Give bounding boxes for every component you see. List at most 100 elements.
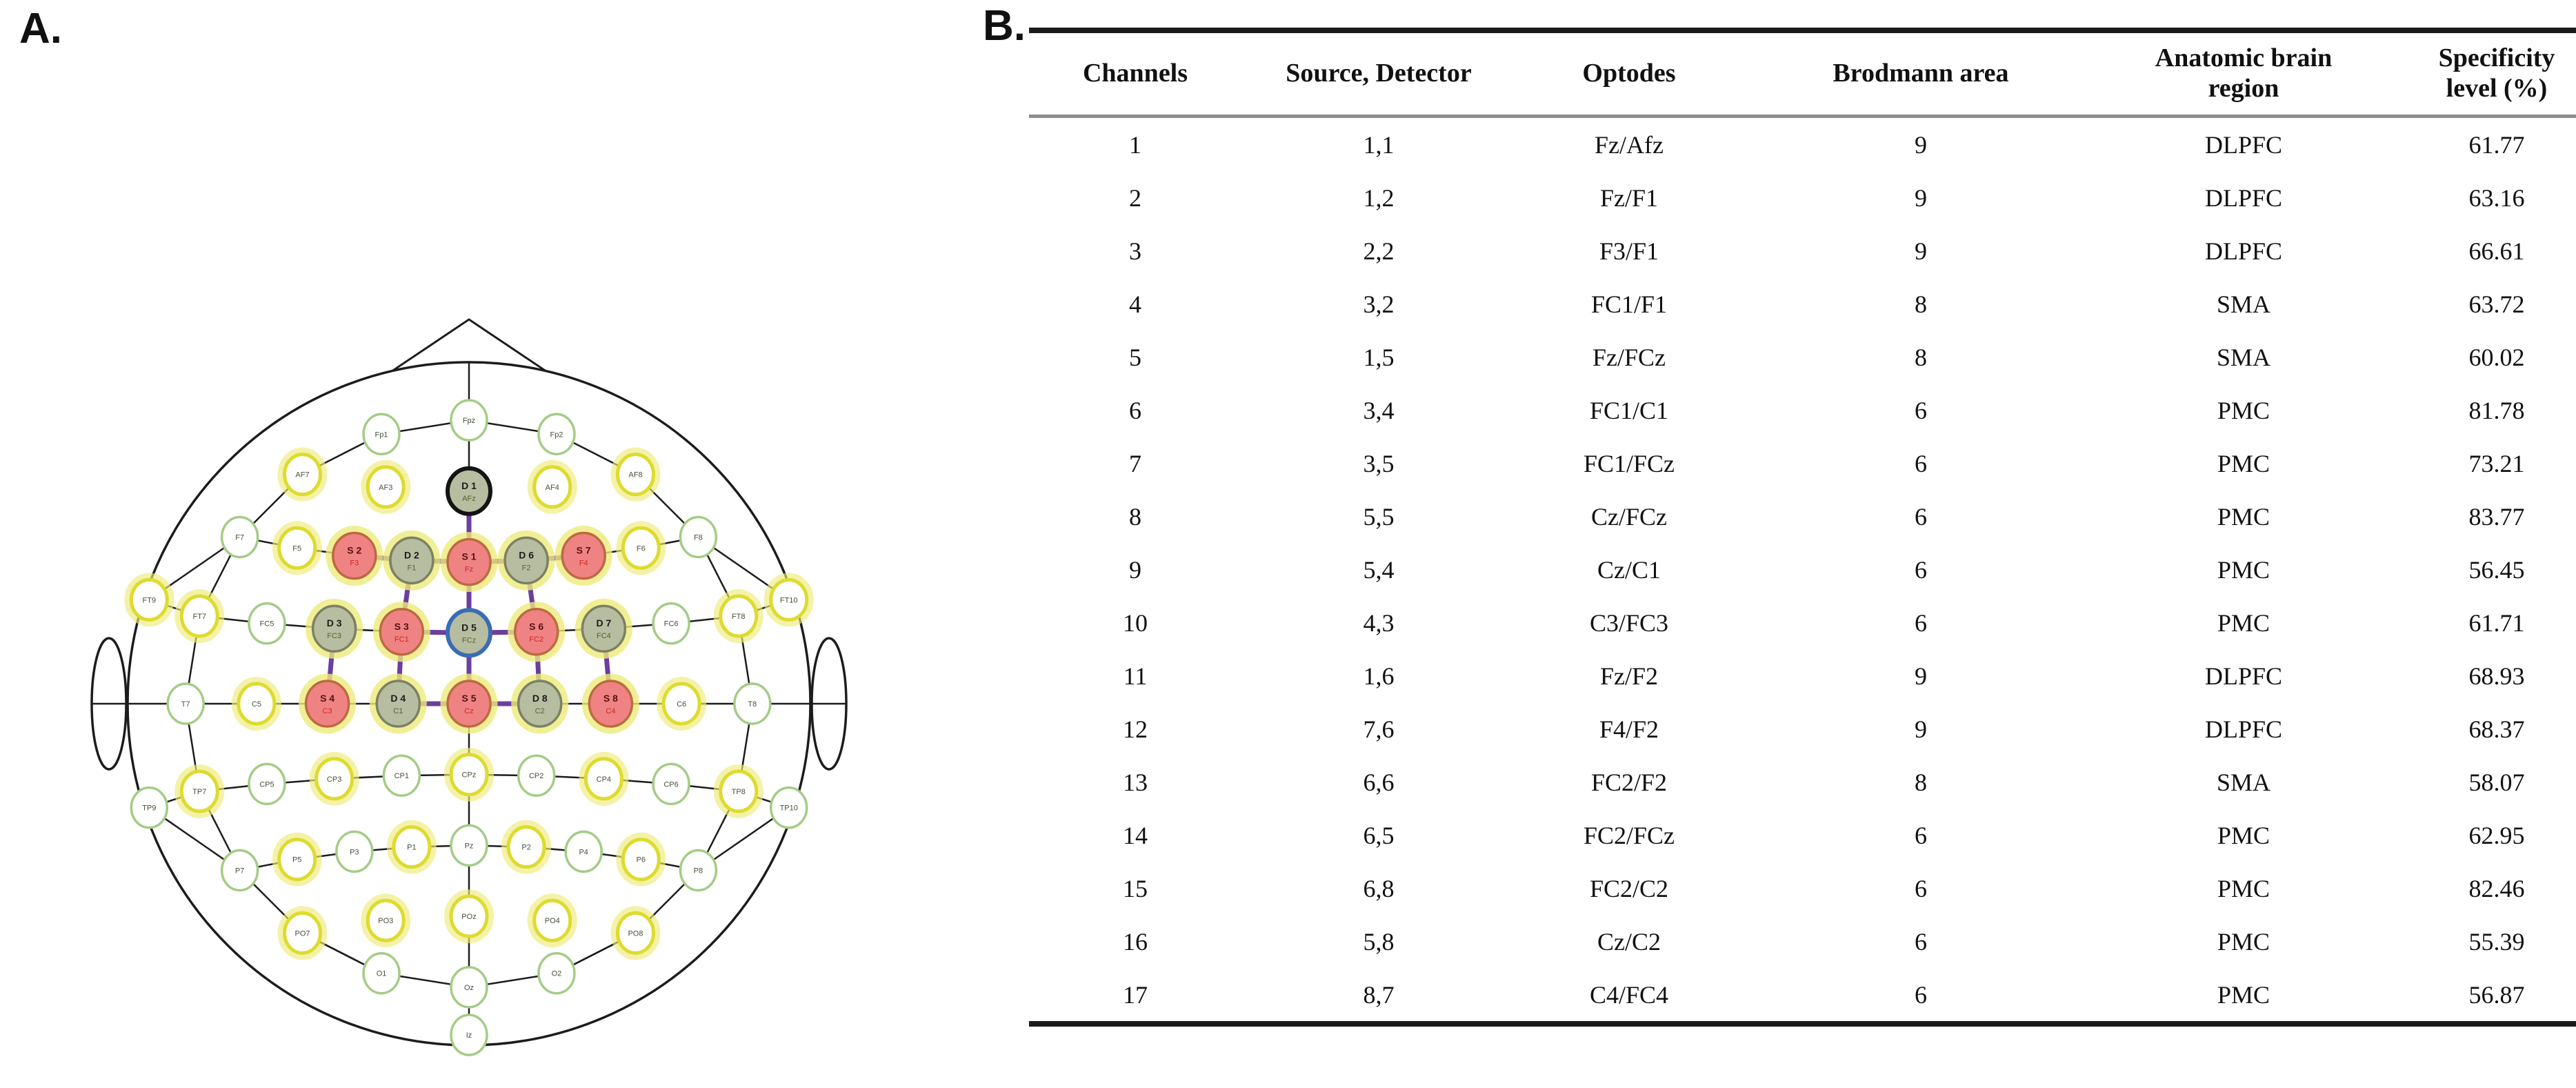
electrode-CP2 bbox=[517, 754, 556, 797]
cell-r1-c2: Fz/Afz bbox=[1595, 130, 1664, 159]
cell-r14-c1: 6,5 bbox=[1363, 821, 1395, 849]
cell-r6-c0: 6 bbox=[1129, 396, 1141, 424]
electrode-POz bbox=[449, 894, 489, 938]
optode-id-label-S4: S 4 bbox=[320, 693, 335, 704]
electrode-label-C5: C5 bbox=[252, 700, 261, 709]
cell-r17-c0: 17 bbox=[1029, 968, 1241, 1025]
cell-r7-c5: 73.21 bbox=[2468, 449, 2525, 477]
optode-glow bbox=[383, 530, 441, 591]
channel-table-container: Channels Source, Detector Optodes Brodmann … bbox=[1029, 28, 2576, 1027]
optode-electrode-label-F3: F3 bbox=[350, 560, 359, 568]
electrode-TP9 bbox=[130, 786, 169, 829]
optode-id-label-S2: S 2 bbox=[347, 545, 361, 556]
electrode-glow bbox=[657, 677, 707, 731]
optode-electrode-label-F1: F1 bbox=[407, 564, 416, 572]
electrode-O2 bbox=[537, 951, 576, 995]
electrode-glow bbox=[610, 447, 661, 502]
cell-r16-c1: 5,8 bbox=[1363, 927, 1395, 956]
electrode-label-P2: P2 bbox=[521, 844, 530, 852]
cell-r1-c3: 9 bbox=[1915, 130, 1927, 159]
cell-r7-c0: 7 bbox=[1129, 449, 1141, 477]
electrode-glow bbox=[174, 764, 225, 818]
electrode-label-Pz: Pz bbox=[465, 842, 474, 850]
cell-r3-c0: 3 bbox=[1129, 237, 1141, 265]
optode-electrode-label-FC1: FC1 bbox=[395, 635, 409, 644]
cell-r2-c1: 1,2 bbox=[1363, 184, 1395, 212]
cell-r10-c4: PMC bbox=[2217, 609, 2270, 637]
electrode-label-P7: P7 bbox=[235, 867, 244, 875]
electrode-label-FT7: FT7 bbox=[192, 613, 206, 621]
table-row: 2 1,2 Fz/F1 9 DLPFC 63.16 bbox=[1029, 171, 2576, 224]
cell-r16-c4: PMC bbox=[2217, 927, 2270, 956]
cell-r3-c1: 2,2 bbox=[1363, 237, 1395, 265]
optode-S1-Fz bbox=[446, 537, 492, 586]
optode-electrode-label-F4: F4 bbox=[579, 560, 588, 568]
electrode-TP7 bbox=[179, 769, 219, 813]
electrode-F8 bbox=[679, 515, 718, 559]
optode-S7-F4 bbox=[561, 531, 606, 580]
electrode-FT7 bbox=[179, 594, 219, 638]
optode-electrode-label-FC3: FC3 bbox=[327, 632, 341, 640]
cell-r4-c0: 4 bbox=[1129, 290, 1141, 318]
cell-r7-c3: 6 bbox=[1915, 449, 1927, 477]
electrode-glow bbox=[386, 820, 437, 874]
electrode-glow bbox=[763, 573, 814, 627]
table-head: Channels Source, Detector Optodes Brodmann … bbox=[1029, 30, 2576, 118]
cell-r10-c0: 10 bbox=[1123, 609, 1148, 637]
electrode-glow bbox=[616, 832, 666, 887]
cell-r1-c4: DLPFC bbox=[2204, 130, 2283, 159]
electrode-C5 bbox=[237, 682, 277, 726]
cell-r12-c3: 9 bbox=[1915, 715, 1927, 743]
cell-r11-c1: 1,6 bbox=[1363, 662, 1395, 690]
electrode-P4 bbox=[564, 830, 603, 873]
optode-electrode-label-C4: C4 bbox=[606, 707, 615, 715]
electrode-label-FT8: FT8 bbox=[732, 613, 746, 621]
optode-glow bbox=[555, 526, 612, 586]
cell-r17-c3: 6 bbox=[1742, 968, 2099, 1025]
table-row: 6 3,4 FC1/C1 6 PMC 81.78 bbox=[1029, 384, 2576, 437]
cell-r16-c0: 16 bbox=[1123, 927, 1148, 956]
cell-r5-c4: SMA bbox=[2216, 343, 2271, 371]
electrode-Pz bbox=[450, 824, 488, 867]
electrode-label-Iz: Iz bbox=[466, 1031, 472, 1040]
optode-electrode-label-FC2: FC2 bbox=[529, 635, 543, 644]
electrode-label-AF4: AF4 bbox=[546, 484, 559, 492]
optode-S3-FC1 bbox=[379, 608, 425, 656]
cell-r4-c2: FC1/F1 bbox=[1590, 290, 1668, 318]
electrode-glow bbox=[272, 521, 322, 575]
cell-r8-c4: PMC bbox=[2217, 502, 2270, 531]
electrode-label-POz: POz bbox=[461, 913, 476, 921]
cell-r16-c5: 55.39 bbox=[2468, 927, 2525, 956]
optode-electrode-label-Cz: Cz bbox=[464, 707, 473, 715]
cell-r4-c1: 3,2 bbox=[1363, 290, 1395, 318]
optode-id-label-S1: S 1 bbox=[461, 551, 476, 562]
electrode-PO8 bbox=[615, 911, 655, 955]
cell-r9-c4: PMC bbox=[2217, 555, 2270, 584]
table-row: 17 8,7 C4/FC4 6 PMC 56.87 bbox=[1029, 968, 2576, 1025]
electrode-CP5 bbox=[248, 762, 286, 806]
cell-r9-c5: 56.45 bbox=[2468, 555, 2525, 584]
electrode-AF3 bbox=[366, 465, 406, 509]
cell-r9-c3: 6 bbox=[1915, 555, 1927, 584]
cell-r17-c5: 56.87 bbox=[2388, 968, 2576, 1025]
electrode-P5 bbox=[277, 838, 317, 882]
cell-r6-c5: 81.78 bbox=[2468, 396, 2525, 424]
head-montage-diagram: Fp1 Fpz Fp2 AF7 AF3 AF4 AF8 F7 F5 F6 F8 FT7 FC5 FC6 FT… bbox=[90, 318, 848, 1056]
optode-electrode-label-Fz: Fz bbox=[465, 566, 473, 574]
cell-r6-c2: FC1/C1 bbox=[1589, 396, 1669, 424]
electrode-label-CP4: CP4 bbox=[597, 775, 611, 784]
col-header-3: Brodmann area bbox=[1742, 30, 2099, 118]
electrode-C6 bbox=[661, 682, 701, 726]
electrode-glow bbox=[277, 906, 328, 960]
cell-r11-c4: DLPFC bbox=[2204, 662, 2283, 690]
cell-r6-c4: PMC bbox=[2217, 396, 2270, 424]
electrode-glow bbox=[272, 832, 322, 887]
table-row: 10 4,3 C3/FC3 6 PMC 61.71 bbox=[1029, 596, 2576, 649]
cell-r12-c4: DLPFC bbox=[2204, 715, 2283, 743]
cell-r5-c5: 60.02 bbox=[2468, 343, 2525, 371]
optode-id-label-D1: D 1 bbox=[461, 480, 477, 491]
electrode-TP8 bbox=[719, 769, 759, 813]
electrode-label-CP5: CP5 bbox=[259, 780, 274, 789]
electrode-AF4 bbox=[532, 465, 572, 509]
